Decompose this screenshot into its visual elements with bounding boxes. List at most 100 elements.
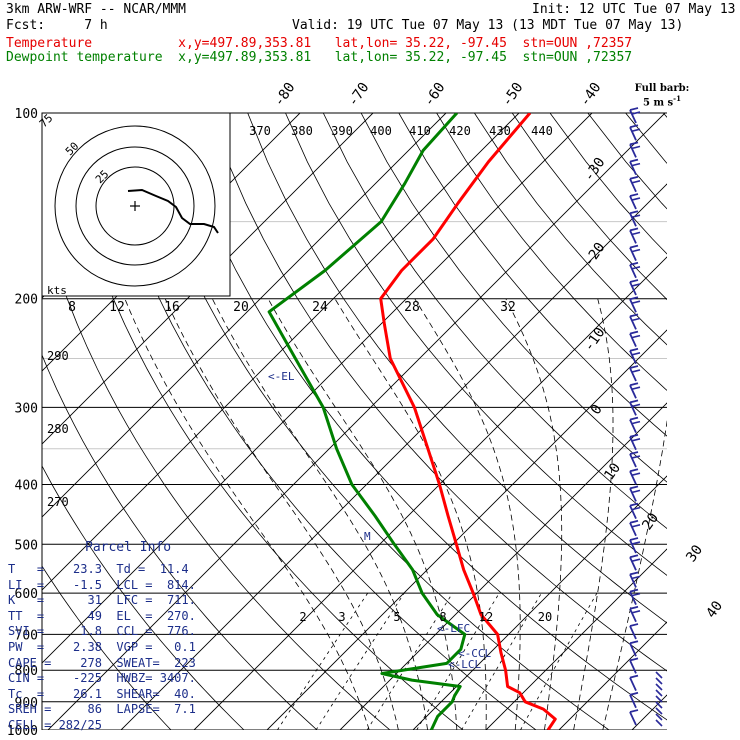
wind-barb xyxy=(629,193,639,197)
pressure-tick-label: 400 xyxy=(15,478,38,493)
mixing-ratio-tick-label: 12 xyxy=(479,610,493,624)
hodograph-ring xyxy=(75,146,195,266)
wind-barb xyxy=(629,436,637,451)
mixing-ratio-tick-label: 24 xyxy=(312,300,328,315)
wind-barb xyxy=(629,195,637,210)
dry-adiabat-line xyxy=(42,465,245,730)
wind-barb xyxy=(629,691,639,696)
wind-barb xyxy=(629,694,637,709)
dry-adiabat-line xyxy=(662,113,667,118)
wind-barb xyxy=(629,296,639,301)
dry-adiabat-line xyxy=(625,113,667,164)
dry-adiabat-line xyxy=(171,113,667,721)
wind-barb xyxy=(629,298,637,313)
wind-barb xyxy=(629,264,637,279)
wind-barb xyxy=(631,403,641,408)
wind-barb xyxy=(629,210,639,215)
parcel-info-row: CELL = 282/25 xyxy=(8,718,102,732)
dry-adiabat-line xyxy=(360,113,667,483)
hodograph-box xyxy=(41,112,231,297)
wind-barb xyxy=(655,689,663,697)
wind-barb xyxy=(631,180,641,184)
wind-barb xyxy=(629,522,637,537)
wind-barb xyxy=(629,212,637,227)
isotherm-line xyxy=(705,113,740,730)
wind-barb xyxy=(655,713,663,721)
mixing-ratio-line xyxy=(416,592,500,730)
wind-barb xyxy=(631,162,641,167)
wind-barb xyxy=(631,438,641,442)
wind-barb xyxy=(629,674,639,679)
isotherm-tick-label: 0 xyxy=(588,402,606,418)
wind-barb xyxy=(629,711,637,726)
dry-adiabat-line xyxy=(285,113,667,576)
isotherm-tick-label: -70 xyxy=(345,80,373,110)
mixing-ratio-tick-label: 32 xyxy=(500,300,516,315)
wind-barb xyxy=(629,554,639,559)
moist-adiabat-line xyxy=(164,298,399,730)
isotherm-line xyxy=(42,113,520,591)
moist-adiabat-line xyxy=(573,298,614,730)
wind-barb xyxy=(629,433,639,438)
wind-barb xyxy=(629,261,639,266)
theta-tick-label: 430 xyxy=(489,124,511,138)
wind-barb xyxy=(629,502,639,507)
wind-barb xyxy=(629,470,637,485)
isotherm-line xyxy=(193,256,667,730)
wind-barb xyxy=(629,451,639,455)
wind-barb xyxy=(631,283,641,287)
wind-barb xyxy=(631,369,641,373)
mixing-ratio-tick-label: 2 xyxy=(299,610,306,624)
wind-barb xyxy=(631,455,641,459)
wind-barb xyxy=(631,300,641,304)
parcel-info-row: CAPE = 278 SWEAT= 223 xyxy=(8,655,196,670)
pressure-tick-label: 200 xyxy=(15,293,38,308)
wind-barb xyxy=(629,350,637,365)
wind-barb xyxy=(629,591,637,605)
wind-barb xyxy=(629,333,637,347)
isotherm-line xyxy=(485,548,667,730)
wind-barb xyxy=(629,657,639,662)
wind-barb xyxy=(631,197,641,201)
model-title: 3km ARW-WRF -- NCAR/MMM xyxy=(6,2,187,17)
wind-barb xyxy=(629,505,637,519)
wind-barb xyxy=(629,416,639,421)
wind-barb xyxy=(629,485,639,490)
wind-barb xyxy=(629,677,637,691)
wind-barb xyxy=(629,623,639,627)
isotherm-line xyxy=(42,113,374,445)
wind-barb xyxy=(655,683,663,691)
isotherm-tick-label: -20 xyxy=(581,240,609,270)
pressure-tick-label: 700 xyxy=(15,628,38,643)
wind-barb xyxy=(629,227,639,232)
theta-tick-label: 370 xyxy=(249,124,271,138)
mixing-ratio-tick-label: 8 xyxy=(68,300,76,315)
dry-adiabat-line xyxy=(42,565,172,730)
wind-barb xyxy=(629,161,637,175)
dry-adiabat-line xyxy=(587,113,667,210)
wind-barb xyxy=(631,386,641,390)
wind-barb xyxy=(629,642,637,657)
barb-caption: Full barb: 5 m s-1 xyxy=(634,83,690,109)
parcel-info-row: CIN = -225 HWBZ= 3407. xyxy=(8,671,196,686)
mixing-ratio-line xyxy=(461,592,542,730)
isotherm-tick-label: -80 xyxy=(271,80,299,110)
sounding-lines xyxy=(267,113,557,730)
pressure-tick-label: 600 xyxy=(15,587,38,602)
dry-adiabat-line xyxy=(474,113,667,346)
wind-barb xyxy=(629,316,637,330)
isotherm-line xyxy=(412,475,667,730)
theta-side-label: 290 xyxy=(47,349,69,363)
parcel-info-row: SVI = 1.8 CCL = 776. xyxy=(8,624,196,639)
wind-barb xyxy=(629,453,637,468)
isotherm-line xyxy=(558,621,667,730)
wind-barb xyxy=(631,524,641,528)
parcel-info-row: TT = 49 EL = 270. xyxy=(8,608,196,623)
wind-barb xyxy=(629,556,637,571)
wind-barb xyxy=(629,537,639,541)
mixing-ratio-line xyxy=(315,592,405,730)
mixing-ratio-tick-label: 12 xyxy=(109,300,125,315)
mixing-ratio-line xyxy=(520,592,598,730)
